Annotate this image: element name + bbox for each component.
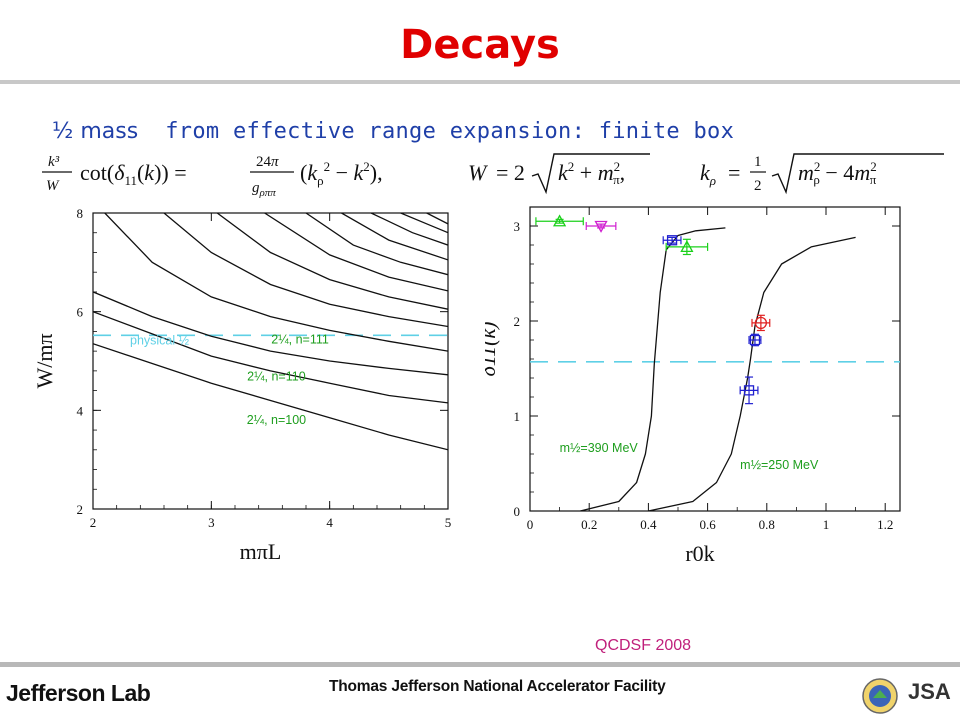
energy-level-curve-11 [400, 213, 448, 234]
x-tick-label: 0.6 [699, 517, 716, 532]
svg-text:kρ: kρ [700, 160, 716, 188]
x-tick-label: 0.4 [640, 517, 657, 532]
energy-level-curve-12 [426, 213, 448, 225]
x-tick-label: 2 [90, 515, 97, 530]
x-tick-label: 0.2 [581, 517, 597, 532]
y-axis-label: δ11(k) [485, 321, 500, 376]
x-tick-label: 1.2 [877, 517, 893, 532]
left-plot-frame [92, 212, 449, 510]
mass-label: m½=390 MeV [560, 441, 639, 455]
subtitle-symbol: ½ mass [52, 119, 139, 144]
energy-level-curve-1 [93, 343, 448, 451]
svg-text:W: W [46, 178, 60, 194]
svg-text:W: W [468, 160, 488, 185]
effective-range-formula: k³ W cot(δ11(k)) = 24π gρππ (kρ2 − k2), … [42, 153, 944, 198]
energy-level-curve-7 [264, 213, 448, 292]
svg-text:24π: 24π [256, 154, 279, 170]
y-tick-label: 2 [514, 314, 521, 329]
data-point-triangle [665, 238, 709, 256]
mass-label: m½=250 MeV [740, 458, 819, 472]
slide-title: Decays [400, 22, 560, 68]
svg-text:(kρ2 − k2),: (kρ2 − k2), [300, 159, 383, 188]
energy-levels-chart: 2 3 4 5 2 4 6 8 mπL W/mπ physical ½ 2¼, n=111 2¼, n=… [32, 206, 452, 564]
svg-text:cot(δ11(k)) =: cot(δ11(k)) = [80, 160, 187, 188]
x-axis-label: mπL [240, 539, 282, 564]
svg-text:k³: k³ [48, 154, 60, 170]
phase-shift-curve-2 [648, 236, 856, 511]
curve-label: 2¼, n=110 [247, 370, 306, 384]
jsa-logo: JSA [908, 679, 951, 704]
svg-text:= 2: = 2 [496, 160, 525, 185]
svg-text:2: 2 [754, 178, 762, 194]
svg-text:k2 + m2π,: k2 + m2 π, [558, 159, 625, 187]
curve-label: 2¼, n=111 [271, 333, 329, 347]
phase-shift-curve-1 [580, 227, 726, 511]
energy-level-curve-2 [93, 311, 448, 404]
physical-mass-label: physical ½ [130, 333, 190, 347]
x-tick-label: 5 [445, 515, 452, 530]
subtitle-text: from effective range expansion: finite b… [165, 119, 735, 144]
jefferson-lab-logo: Jefferson Lab [6, 680, 151, 706]
svg-text:1: 1 [754, 154, 762, 170]
data-point-triangle [535, 214, 584, 227]
phase-shift-chart: 0 0.2 0.4 0.6 0.8 1 1.2 0 1 2 3 r0k δ11(k) m½=390 MeV… [485, 206, 901, 566]
energy-level-curve-9 [341, 213, 448, 261]
x-tick-label: 0 [527, 517, 534, 532]
data-point-square [662, 235, 682, 246]
data-point-square [748, 333, 762, 347]
energy-level-curve-6 [216, 213, 448, 310]
curve-label: 2¼, n=100 [247, 413, 306, 427]
y-tick-label: 2 [77, 502, 84, 517]
energy-level-curve-4 [104, 213, 448, 352]
energy-level-curve-8 [305, 213, 448, 276]
x-tick-label: 4 [326, 515, 333, 530]
energy-level-curve-5 [163, 213, 448, 328]
data-point-circle [751, 314, 771, 332]
x-tick-label: 0.8 [759, 517, 775, 532]
citation: QCDSF 2008 [595, 637, 692, 654]
data-point-square [739, 376, 759, 405]
right-plot-frame [529, 206, 901, 512]
svg-text:=: = [728, 160, 740, 185]
y-tick-label: 8 [77, 206, 84, 221]
footer-divider [0, 662, 960, 667]
x-tick-label: 3 [208, 515, 215, 530]
slide-subtitle: ½ mass from effective range expansion: f… [52, 119, 734, 144]
y-tick-label: 1 [514, 409, 521, 424]
title-divider [0, 80, 960, 84]
y-tick-label: 4 [77, 403, 84, 418]
footer-facility-name: Thomas Jefferson National Accelerator Fa… [329, 678, 666, 695]
data-point-triangle-down [585, 220, 617, 233]
y-axis-label: W/mπ [32, 333, 57, 388]
energy-level-curve-3 [93, 291, 448, 376]
y-tick-label: 6 [77, 305, 84, 320]
y-tick-label: 3 [514, 219, 521, 234]
y-tick-label: 0 [514, 504, 521, 519]
x-tick-label: 1 [823, 517, 830, 532]
x-axis-label: r0k [685, 541, 714, 566]
doe-seal-icon [862, 678, 898, 714]
energy-level-curve-10 [370, 213, 448, 246]
